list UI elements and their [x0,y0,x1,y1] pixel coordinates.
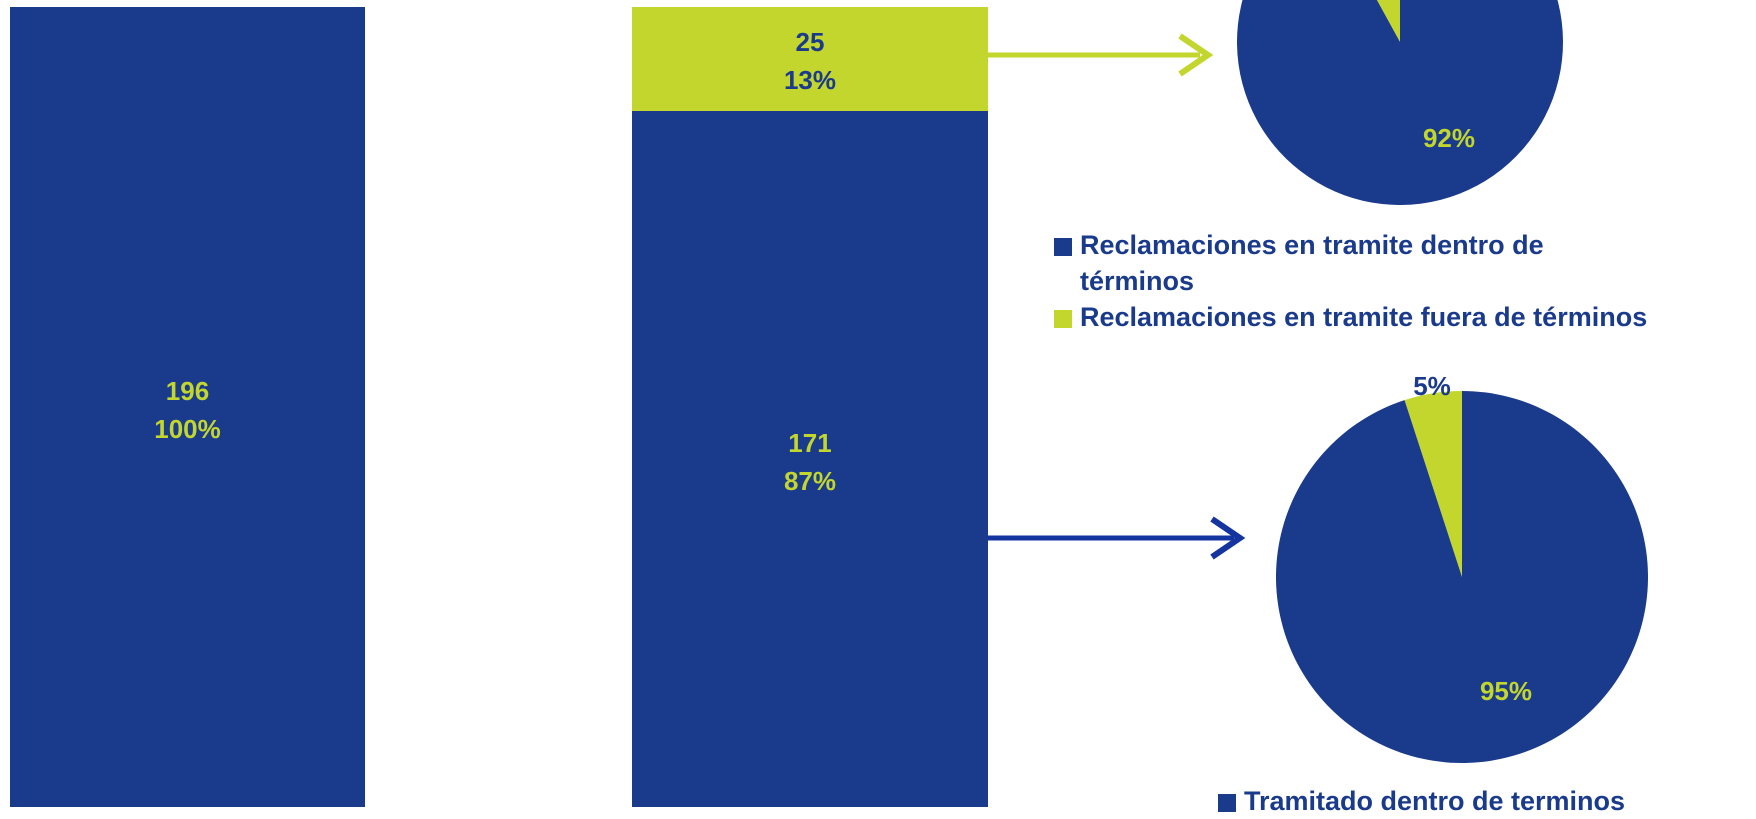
stacked-bar-outside-label: 25 13% [632,23,988,99]
legend-label-within-terms: Reclamaciones en tramite dentro de térmi… [1080,230,1544,296]
legend-swatch-lime [1054,310,1072,328]
arrow-to-top-pie [988,33,1214,77]
pie-in-process-label-within: 92% [1423,123,1475,153]
stacked-bar-outside-terms [632,7,988,111]
legend-swatch-navy [1054,238,1072,256]
pie-processed-slice-within [1276,391,1649,763]
legend-label-processed-within: Tramitado dentro de terminos [1244,786,1626,816]
outside-bar-value: 25 [795,27,825,57]
pie-in-process [1237,0,1563,205]
legend-label-outside-terms: Reclamaciones en tramite fuera de términ… [1080,302,1648,332]
within-bar-value: 171 [788,428,832,458]
legend-swatch-navy-2 [1218,794,1236,812]
legend-processed: Tramitado dentro de terminos [1218,783,1738,819]
arrow-to-bottom-pie [988,516,1246,560]
stacked-bar-within-terms [632,111,988,807]
stacked-bar-within-label: 171 87% [632,424,988,500]
total-bar-label: 196 100% [10,372,365,448]
legend-in-process: Reclamaciones en tramite dentro de térmi… [1054,227,1754,335]
pie-processed [1276,391,1649,763]
total-bar-percent: 100% [154,414,221,444]
total-bar [10,7,365,807]
pie-processed-label-within: 95% [1480,676,1532,706]
legend-item-processed-within: Tramitado dentro de terminos [1218,783,1738,819]
legend-item-within-terms: Reclamaciones en tramite dentro de térmi… [1054,227,1754,299]
within-bar-percent: 87% [783,466,837,496]
pie-processed-slice-small [1404,391,1462,577]
legend-item-outside-terms: Reclamaciones en tramite fuera de términ… [1054,299,1754,335]
pie-in-process-slice-within [1237,0,1563,205]
pie-in-process-slice-outside [1376,0,1400,42]
pie-processed-label-small: 5% [1413,371,1451,401]
outside-bar-percent: 13% [783,65,837,95]
total-bar-value: 196 [165,376,210,406]
